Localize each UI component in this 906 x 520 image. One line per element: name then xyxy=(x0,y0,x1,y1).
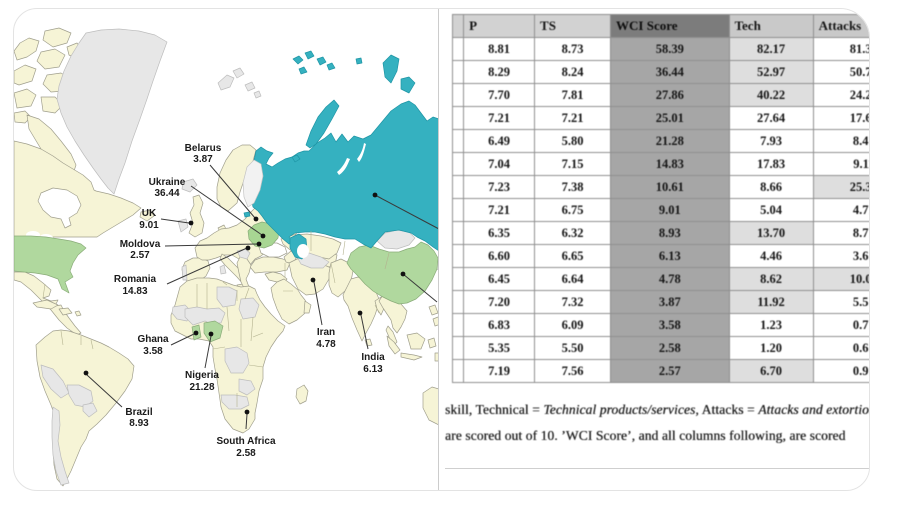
svg-text:Ghana: Ghana xyxy=(137,334,169,345)
svg-text:36.44: 36.44 xyxy=(154,188,179,199)
svg-text:Brazil: Brazil xyxy=(125,407,152,418)
svg-text:3.87: 3.87 xyxy=(193,154,213,165)
svg-text:Nigeria: Nigeria xyxy=(185,370,219,381)
svg-text:2.58: 2.58 xyxy=(236,448,256,459)
svg-text:9.01: 9.01 xyxy=(139,220,159,231)
svg-text:14.83: 14.83 xyxy=(122,286,147,297)
svg-text:Belarus: Belarus xyxy=(185,143,222,154)
svg-text:21.28: 21.28 xyxy=(189,382,214,393)
svg-text:Moldova: Moldova xyxy=(120,239,161,250)
svg-text:Iran: Iran xyxy=(317,327,335,338)
svg-text:Romania: Romania xyxy=(114,274,157,285)
svg-text:4.78: 4.78 xyxy=(316,339,336,350)
svg-text:India: India xyxy=(361,352,385,363)
svg-text:2.57: 2.57 xyxy=(130,250,150,261)
svg-text:UK: UK xyxy=(142,208,157,219)
svg-text:South Africa: South Africa xyxy=(216,436,276,447)
svg-text:Ukraine: Ukraine xyxy=(149,177,186,188)
svg-text:3.58: 3.58 xyxy=(143,346,163,357)
svg-text:8.93: 8.93 xyxy=(129,418,149,429)
svg-text:6.13: 6.13 xyxy=(363,364,383,375)
